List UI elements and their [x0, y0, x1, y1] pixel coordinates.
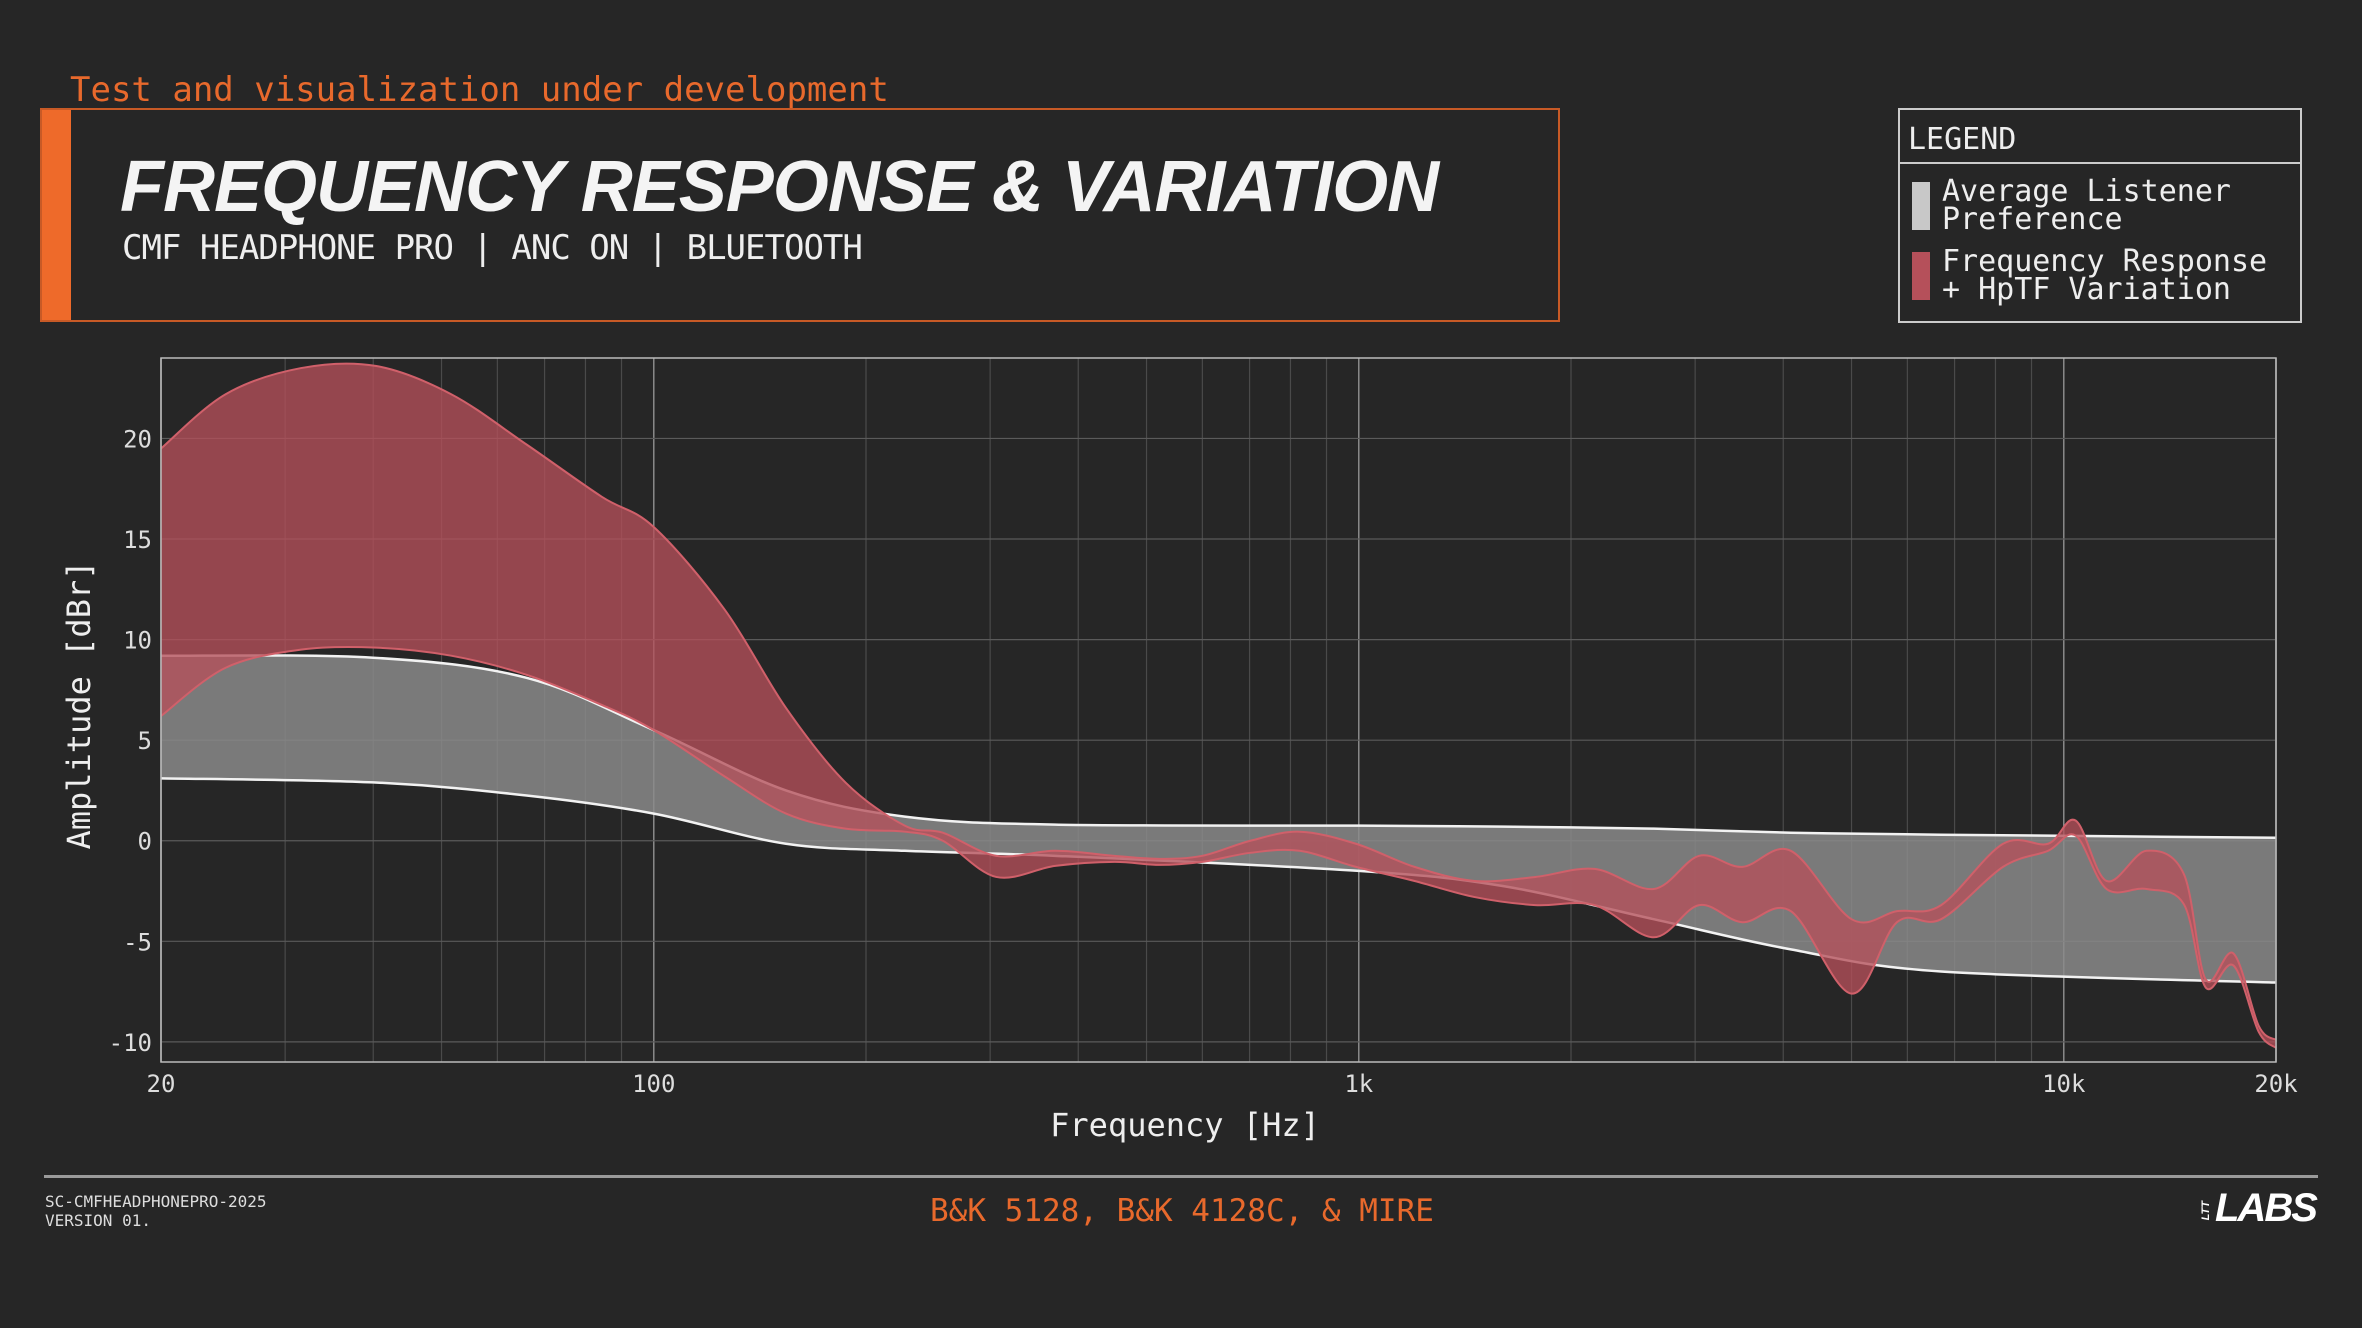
plot-frame: [160, 357, 2277, 1063]
page-subtitle: CMF HEADPHONE PRO | ANC ON | BLUETOOTH: [122, 228, 863, 268]
legend-item-average-listener-preference: Average Listener Preference: [1912, 174, 2292, 238]
y-tick-label: 15: [123, 526, 152, 554]
y-tick-label: -5: [123, 928, 152, 956]
x-tick-label: 1k: [1344, 1070, 1373, 1098]
tick-labels: 20 15 10 5 0 -5 -10 20 100 1k 10k 20k: [109, 425, 2299, 1098]
legend-label: Average Listener Preference: [1942, 174, 2231, 237]
legend-swatch-grey: [1912, 182, 1930, 230]
x-tick-label: 20: [147, 1070, 176, 1098]
legend-item-frequency-response: Frequency Response + HpTF Variation: [1912, 244, 2292, 308]
frequency-response-band: [161, 363, 2276, 1048]
response-lower-line: [160, 645, 2277, 1049]
legend-swatch-red: [1912, 252, 1930, 300]
response-upper-line: [160, 362, 2277, 1041]
y-axis-label: Amplitude [dBr]: [60, 561, 98, 850]
y-tick-label: 20: [123, 425, 152, 453]
document-id: SC-CMFHEADPHONEPRO-2025 VERSION 01.: [45, 1192, 267, 1230]
doc-id: SC-CMFHEADPHONEPRO-2025: [45, 1192, 267, 1211]
series-areas: [160, 362, 2277, 1049]
legend-title: LEGEND: [1900, 110, 2300, 164]
average-listener-preference-band: [161, 655, 2276, 983]
y-tick-label: 10: [123, 627, 152, 655]
title-panel: FREQUENCY RESPONSE & VARIATION CMF HEADP…: [40, 108, 1560, 322]
doc-version: VERSION 01.: [45, 1211, 151, 1230]
accent-bar: [42, 110, 71, 320]
preference-upper-line: [160, 654, 2277, 839]
x-tick-label: 100: [632, 1070, 675, 1098]
x-tick-label: 10k: [2042, 1070, 2086, 1098]
y-tick-label: 5: [138, 727, 152, 755]
y-tick-label: 0: [138, 828, 152, 856]
legend: LEGEND Average Listener Preference Frequ…: [1898, 108, 2302, 323]
legend-label: Frequency Response + HpTF Variation: [1942, 244, 2268, 307]
development-note: Test and visualization under development: [70, 70, 889, 110]
x-axis-label: Frequency [Hz]: [1050, 1106, 1320, 1144]
x-tick-label: 20k: [2254, 1070, 2298, 1098]
page-title: FREQUENCY RESPONSE & VARIATION: [120, 147, 1439, 227]
footer-divider: [44, 1175, 2318, 1178]
y-tick-label: -10: [109, 1029, 152, 1057]
equipment-list: B&K 5128, B&K 4128C, & MIRE: [930, 1193, 1434, 1229]
ltt-labs-logo: LTTLABS: [2200, 1186, 2318, 1230]
